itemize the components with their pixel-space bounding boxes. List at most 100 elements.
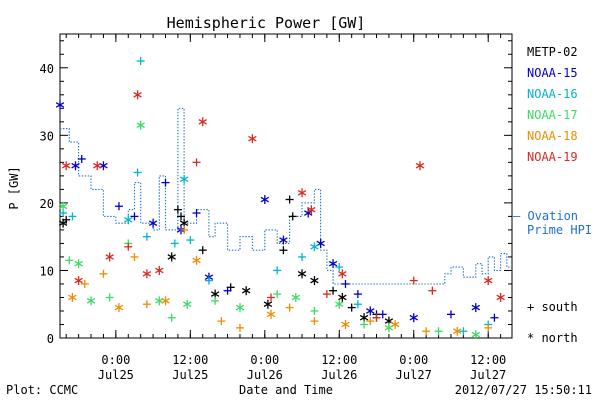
- noaa-15-north-point: [260, 195, 270, 205]
- noaa-18-south-point: [235, 323, 244, 332]
- noaa-17-south-point: [434, 327, 443, 336]
- noaa-15-north-point: [55, 100, 65, 110]
- noaa-17-north-point: [471, 330, 481, 340]
- noaa-18-south-point: [217, 317, 226, 326]
- noaa-16-south-point: [459, 327, 468, 336]
- noaa-19-north-point: [61, 161, 71, 171]
- x-tick-time-label: 12:00: [172, 353, 208, 367]
- chart-title: Hemispheric Power [GW]: [167, 14, 366, 32]
- metp-02-south-point: [329, 286, 338, 295]
- noaa-18-south-point: [422, 327, 431, 336]
- noaa-15-north-point: [99, 161, 108, 171]
- x-tick-date-label: Jul27: [470, 368, 506, 382]
- noaa-15-south-point: [130, 212, 139, 221]
- noaa-18-south-point: [80, 279, 89, 288]
- noaa-19-north-point: [142, 269, 152, 279]
- x-tick-date-label: Jul26: [321, 368, 357, 382]
- noaa-15-north-point: [328, 259, 338, 269]
- noaa-16-south-point: [136, 57, 145, 66]
- x-tick-time-label: 12:00: [321, 353, 357, 367]
- noaa-19-north-point: [496, 292, 505, 302]
- noaa-19-south-point: [322, 290, 331, 299]
- noaa-17-north-point: [58, 201, 68, 211]
- noaa-19-south-point: [372, 313, 381, 322]
- noaa-15-south-point: [161, 178, 170, 187]
- noaa-17-south-point: [105, 293, 114, 302]
- metp-02-north-point: [297, 269, 307, 279]
- noaa-19-north-point: [307, 205, 316, 215]
- noaa-16-south-point: [335, 263, 344, 272]
- noaa-16-south-point: [273, 266, 282, 275]
- ovation-prime-hpi-line: [60, 107, 512, 285]
- noaa-18-north-point: [114, 303, 124, 313]
- noaa-17-north-point: [155, 296, 164, 306]
- noaa-16-north-point: [310, 242, 319, 252]
- legend-noaa-19: NOAA-19: [527, 150, 578, 164]
- noaa-17-north-point: [384, 323, 394, 333]
- noaa-15-south-point: [114, 202, 123, 211]
- noaa-15-south-point: [490, 313, 499, 322]
- noaa-16-south-point: [353, 300, 362, 309]
- noaa-15-north-point: [71, 161, 80, 171]
- noaa-15-north-point: [471, 303, 481, 313]
- metp-02-south-point: [285, 195, 294, 204]
- noaa-17-south-point: [310, 306, 319, 315]
- noaa-16-south-point: [186, 236, 195, 245]
- noaa-18-south-point: [285, 303, 294, 312]
- noaa-17-north-point: [86, 296, 96, 306]
- y-tick-label: 30: [40, 129, 54, 143]
- noaa-17-south-point: [211, 296, 220, 305]
- metp-02-north-point: [310, 276, 319, 286]
- noaa-18-north-point: [341, 319, 350, 329]
- legend-noaa-17: NOAA-17: [527, 108, 578, 122]
- noaa-16-north-point: [124, 215, 133, 225]
- legend-noaa-15: NOAA-15: [527, 66, 578, 80]
- noaa-17-north-point: [74, 259, 83, 269]
- noaa-15-north-point: [409, 313, 418, 323]
- noaa-17-south-point: [273, 290, 282, 299]
- legend-ovation-line1: — Ovation: [513, 209, 578, 223]
- noaa-19-north-point: [415, 161, 425, 171]
- y-tick-label: 10: [40, 264, 54, 278]
- satellite-data-points: [55, 57, 505, 340]
- noaa-17-south-point: [360, 320, 369, 329]
- noaa-19-south-point: [428, 286, 437, 295]
- noaa-16-south-point: [298, 252, 307, 261]
- x-tick-time-label: 0:00: [101, 353, 130, 367]
- x-tick-date-label: Jul25: [98, 368, 134, 382]
- noaa-18-south-point: [99, 269, 108, 278]
- metp-02-south-point: [288, 212, 297, 221]
- noaa-15-south-point: [223, 286, 232, 295]
- metp-02-north-point: [338, 292, 347, 302]
- x-tick-time-label: 0:00: [399, 353, 428, 367]
- noaa-18-south-point: [366, 317, 375, 326]
- metp-02-south-point: [198, 246, 207, 255]
- noaa-15-south-point: [192, 209, 201, 218]
- noaa-19-north-point: [483, 276, 493, 286]
- noaa-15-south-point: [341, 279, 350, 288]
- y-axis: 0 10 20 30 40: [40, 40, 512, 346]
- noaa-19-south-point: [124, 242, 133, 251]
- noaa-15-north-point: [316, 238, 325, 248]
- noaa-18-north-point: [452, 326, 462, 336]
- noaa-18-north-point: [192, 255, 201, 265]
- noaa-17-south-point: [65, 256, 74, 265]
- noaa-19-north-point: [105, 252, 114, 262]
- noaa-16-south-point: [170, 239, 179, 248]
- noaa-16-north-point: [179, 174, 189, 184]
- noaa-18-south-point: [310, 317, 319, 326]
- noaa-15-south-point: [77, 154, 86, 163]
- ovation-hpi-step-line: [60, 107, 512, 285]
- plot-timestamp: 2012/07/27 15:50:11: [455, 383, 592, 397]
- noaa-16-south-point: [133, 168, 142, 177]
- noaa-17-north-point: [235, 303, 245, 313]
- x-tick-date-label: Jul26: [247, 368, 283, 382]
- plot-credit: Plot: CCMC: [6, 383, 78, 397]
- x-tick-date-label: Jul27: [396, 368, 432, 382]
- x-axis: 0:00Jul2512:00Jul250:00Jul2612:00Jul260:…: [65, 34, 506, 382]
- noaa-17-north-point: [291, 292, 301, 302]
- noaa-17-south-point: [167, 313, 176, 322]
- legend-south-marker: + south: [527, 300, 578, 314]
- noaa-19-south-point: [267, 293, 276, 302]
- noaa-17-north-point: [335, 299, 344, 309]
